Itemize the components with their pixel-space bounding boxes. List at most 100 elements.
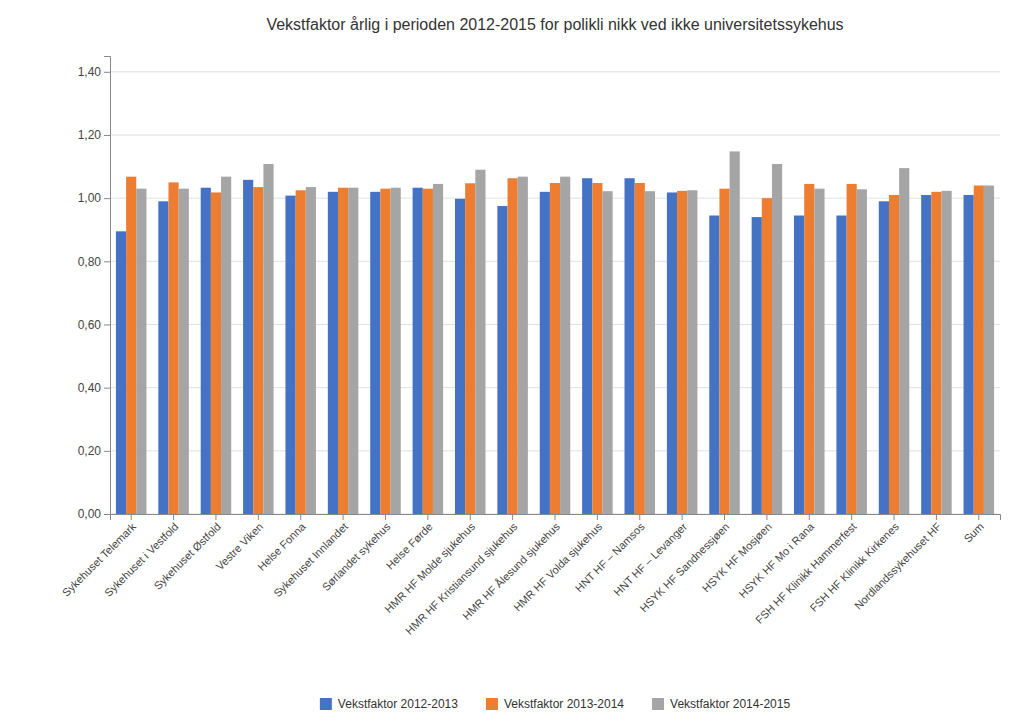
bar: [752, 217, 762, 514]
bar: [540, 192, 550, 514]
bar: [794, 216, 804, 514]
x-axis-line: [111, 515, 1001, 521]
bar: [889, 195, 899, 514]
legend-swatch: [652, 698, 664, 710]
bar: [635, 183, 645, 514]
bar: [677, 191, 687, 514]
bar: [582, 178, 592, 514]
bar: [762, 198, 772, 514]
grid-line: [110, 134, 1000, 135]
x-tick-mark: [894, 514, 895, 520]
legend-swatch: [320, 698, 332, 710]
bar-series: [126, 177, 984, 514]
bar: [455, 199, 465, 514]
bar: [497, 206, 507, 514]
legend-label: Vekstfaktor 2012-2013: [338, 697, 458, 711]
x-tick-label: HSYK HF Mosjøen: [700, 520, 774, 594]
y-tick: 1,40: [78, 65, 110, 79]
legend-swatch: [486, 698, 498, 710]
bar: [836, 216, 846, 514]
y-tick-mark: [104, 514, 110, 515]
y-tick: 1,20: [78, 128, 110, 142]
bar: [964, 195, 974, 514]
legend-item: Vekstfaktor 2013-2014: [486, 697, 624, 711]
x-tick-mark: [512, 514, 513, 520]
x-tick: Sørlandet sykehus: [320, 514, 393, 593]
y-tick-mark: [104, 261, 110, 262]
x-tick-mark: [936, 514, 937, 520]
legend-item: Vekstfaktor 2014-2015: [652, 697, 790, 711]
x-tick-mark: [682, 514, 683, 520]
bar: [243, 180, 253, 514]
bar: [179, 189, 189, 514]
x-tick-label: HNT HF – Levanger: [611, 520, 689, 598]
x-tick: HNT HF – Levanger: [611, 514, 689, 598]
x-tick: Sykehuset Østfold: [151, 514, 223, 592]
x-tick: HSYK HF Mo i Rana: [736, 514, 816, 600]
bar: [508, 178, 518, 514]
bar: [370, 192, 380, 514]
bar: [847, 184, 857, 514]
x-tick-label: Nordlandssykehuset HF: [852, 520, 944, 612]
bar: [380, 189, 390, 514]
x-tick-mark: [555, 514, 556, 520]
x-tick: Sum: [961, 514, 985, 545]
x-tick-mark: [851, 514, 852, 520]
bar: [974, 186, 984, 514]
bar: [899, 168, 909, 514]
y-tick: 0,60: [78, 318, 110, 332]
bar: [433, 184, 443, 514]
y-tick-label: 0,20: [78, 444, 102, 458]
bar: [475, 170, 485, 514]
x-tick: HSYK HF Mosjøen: [700, 514, 774, 594]
bar: [879, 201, 889, 514]
x-tick-label: Sykehuset i Vestfold: [102, 520, 181, 599]
bar: [772, 164, 782, 514]
legend: Vekstfaktor 2012-2013 Vekstfaktor 2013-20…: [320, 697, 791, 711]
bar: [465, 183, 475, 514]
y-axis: 0,00 0,20 0,40 0,60 0,80 1,00 1,20 1,40: [78, 57, 111, 522]
bar: [328, 192, 338, 514]
bar: [709, 216, 719, 514]
bar: [253, 187, 263, 514]
bar: [211, 192, 221, 514]
legend-item: Vekstfaktor 2012-2013: [320, 697, 458, 711]
y-tick-label: 0,00: [78, 507, 102, 521]
y-tick-label: 0,80: [78, 255, 102, 269]
bar: [667, 192, 677, 514]
y-tick: 0,80: [78, 255, 110, 269]
legend-label: Vekstfaktor 2013-2014: [504, 697, 624, 711]
bar: [168, 182, 178, 514]
y-tick-label: 0,60: [78, 318, 102, 332]
y-tick-label: 0,40: [78, 381, 102, 395]
bar: [391, 188, 401, 514]
bar: [550, 183, 560, 514]
bar-series: [116, 178, 974, 514]
y-tick-label: 1,00: [78, 191, 102, 205]
bar: [857, 189, 867, 514]
x-axis: Sykehuset TelemarkSykehuset i VestfoldSy…: [60, 514, 1001, 637]
y-tick-label: 1,20: [78, 128, 102, 142]
y-tick: 0,00: [78, 507, 110, 521]
grid-line: [110, 71, 1000, 72]
x-tick: HMR HF Volda sjukehus: [511, 514, 605, 614]
x-tick-mark: [597, 514, 598, 520]
x-tick-mark: [385, 514, 386, 520]
x-tick-label: HNT HF – Namsos: [573, 520, 647, 594]
x-tick: Sykehuset Innlandet: [271, 514, 350, 599]
x-tick-mark: [173, 514, 174, 520]
x-tick-mark: [258, 514, 259, 520]
bars: [116, 151, 994, 514]
x-tick-mark: [470, 514, 471, 520]
x-tick: HSYK HF Sandnessjøen: [637, 514, 731, 614]
bar: [984, 186, 994, 514]
y-tick-mark: [104, 135, 110, 136]
legend-label: Vekstfaktor 2014-2015: [670, 697, 790, 711]
bar: [221, 177, 231, 514]
x-tick-mark: [343, 514, 344, 520]
x-tick-label: Sykehuset Østfold: [151, 520, 223, 592]
x-tick: Nordlandssykehuset HF: [852, 514, 944, 612]
bar: [625, 178, 635, 514]
x-tick: HNT HF – Namsos: [573, 514, 647, 594]
bar: [730, 151, 740, 514]
